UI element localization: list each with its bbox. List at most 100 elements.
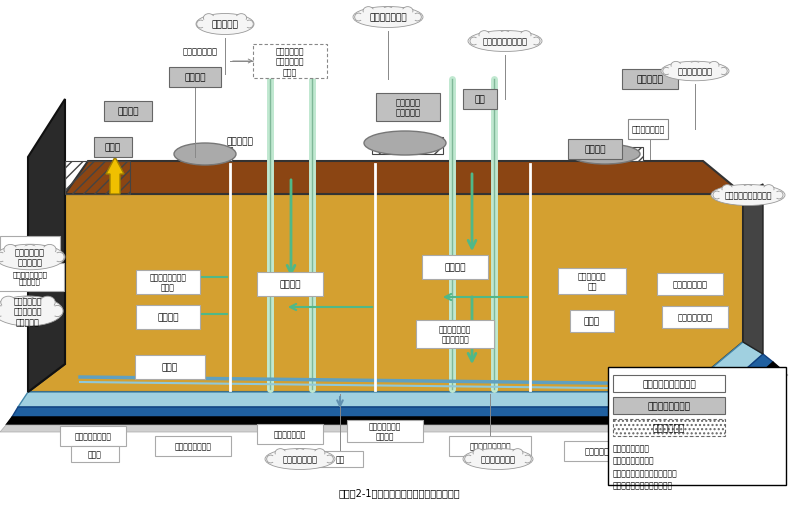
Ellipse shape bbox=[295, 449, 305, 457]
FancyBboxPatch shape bbox=[257, 273, 323, 296]
Ellipse shape bbox=[713, 192, 721, 199]
Polygon shape bbox=[106, 158, 124, 194]
Ellipse shape bbox=[364, 132, 446, 156]
Text: 曝気化: 曝気化 bbox=[584, 317, 600, 326]
Text: 地盤改良工
（載荷重）: 地盤改良工 （載荷重） bbox=[396, 98, 420, 118]
FancyBboxPatch shape bbox=[628, 120, 668, 140]
Ellipse shape bbox=[363, 8, 374, 16]
Text: ガス（管）: ガス（管） bbox=[212, 21, 238, 29]
Text: 水質郡化（管）: 水質郡化（管） bbox=[678, 313, 713, 322]
FancyBboxPatch shape bbox=[608, 367, 786, 485]
FancyBboxPatch shape bbox=[94, 138, 132, 158]
Ellipse shape bbox=[314, 449, 325, 457]
FancyBboxPatch shape bbox=[416, 320, 494, 348]
Text: ガス（安、管）: ガス（安、管） bbox=[631, 125, 665, 134]
FancyBboxPatch shape bbox=[376, 94, 440, 122]
Ellipse shape bbox=[52, 306, 63, 317]
Text: 図：図2-1　表層利用における生活環境影響: 図：図2-1 表層利用における生活環境影響 bbox=[338, 487, 459, 497]
Ellipse shape bbox=[671, 62, 681, 70]
Polygon shape bbox=[65, 162, 743, 194]
Text: 埋立物・設備等の名称: 埋立物・設備等の名称 bbox=[642, 379, 696, 388]
Text: 保有水等集排水
収納調整措置: 保有水等集排水 収納調整措置 bbox=[439, 325, 471, 344]
Ellipse shape bbox=[663, 68, 670, 75]
Ellipse shape bbox=[470, 38, 478, 46]
FancyBboxPatch shape bbox=[155, 436, 231, 456]
Text: 覆土仮置き: 覆土仮置き bbox=[637, 75, 663, 84]
Text: ガス郡化（管）: ガス郡化（管） bbox=[673, 280, 707, 289]
Ellipse shape bbox=[468, 31, 542, 53]
Text: 矯化上昇: 矯化上昇 bbox=[157, 313, 179, 322]
Ellipse shape bbox=[763, 185, 774, 193]
Text: 水質汚濁（管）: 水質汚濁（管） bbox=[480, 454, 515, 464]
FancyBboxPatch shape bbox=[564, 441, 636, 461]
Text: 安：安定型埋立地
管：管理型埋立地、
　　管理型混入安定型埋立地、
　　特管物混入管理型埋立地: 安：安定型埋立地 管：管理型埋立地、 管理型混入安定型埋立地、 特管物混入管理型… bbox=[613, 443, 678, 489]
Ellipse shape bbox=[718, 186, 778, 205]
Text: 固廃物: 固廃物 bbox=[162, 363, 178, 372]
Text: 流量格倚測量装: 流量格倚測量装 bbox=[274, 430, 306, 439]
FancyBboxPatch shape bbox=[169, 68, 221, 88]
Ellipse shape bbox=[570, 145, 640, 165]
Ellipse shape bbox=[775, 192, 783, 199]
FancyBboxPatch shape bbox=[449, 436, 531, 456]
Ellipse shape bbox=[353, 8, 423, 28]
Text: ガス抜き設備: ガス抜き設備 bbox=[585, 446, 615, 456]
Ellipse shape bbox=[690, 62, 700, 70]
Ellipse shape bbox=[272, 450, 328, 468]
Ellipse shape bbox=[493, 449, 503, 457]
Polygon shape bbox=[743, 185, 763, 355]
Ellipse shape bbox=[23, 245, 37, 255]
Ellipse shape bbox=[479, 32, 490, 40]
Ellipse shape bbox=[520, 32, 531, 40]
Ellipse shape bbox=[469, 450, 527, 468]
Ellipse shape bbox=[465, 455, 472, 463]
Text: 水質汚濁（管）: 水質汚濁（管） bbox=[369, 14, 407, 22]
Ellipse shape bbox=[0, 252, 6, 262]
Ellipse shape bbox=[267, 455, 275, 463]
Ellipse shape bbox=[722, 185, 733, 193]
FancyBboxPatch shape bbox=[136, 306, 200, 329]
Text: 基礎工: 基礎工 bbox=[105, 143, 121, 152]
Text: 土壌汚染（安、管）: 土壌汚染（安、管） bbox=[483, 37, 527, 46]
FancyBboxPatch shape bbox=[317, 451, 363, 467]
Text: 放流水: 放流水 bbox=[88, 449, 102, 459]
Text: 保有水等の流
出（放流水）
（安、管）: 保有水等の流 出（放流水） （安、管） bbox=[14, 296, 42, 326]
Text: 水質汚濁（管）: 水質汚濁（管） bbox=[283, 454, 317, 464]
Text: 最終覆土: 最終覆土 bbox=[584, 145, 606, 154]
Text: 臭気・浸出（安、管）: 臭気・浸出（安、管） bbox=[724, 191, 772, 200]
Ellipse shape bbox=[355, 14, 363, 22]
Text: 廃棄物に接触
した覆土の外
部搬出: 廃棄物に接触 した覆土の外 部搬出 bbox=[276, 47, 304, 77]
Polygon shape bbox=[18, 342, 763, 407]
Ellipse shape bbox=[265, 448, 335, 470]
Polygon shape bbox=[12, 355, 773, 417]
FancyBboxPatch shape bbox=[347, 420, 423, 442]
Ellipse shape bbox=[743, 185, 753, 193]
FancyBboxPatch shape bbox=[257, 424, 323, 444]
Ellipse shape bbox=[711, 185, 785, 206]
Text: 廃棄物の流出
（安、管）: 廃棄物の流出 （安、管） bbox=[15, 248, 45, 267]
Polygon shape bbox=[28, 194, 743, 392]
Text: 資量増殖: 資量増殖 bbox=[444, 263, 466, 272]
Ellipse shape bbox=[499, 32, 511, 40]
Polygon shape bbox=[372, 138, 443, 155]
Polygon shape bbox=[180, 147, 232, 162]
Polygon shape bbox=[6, 362, 781, 425]
FancyBboxPatch shape bbox=[613, 419, 725, 436]
Ellipse shape bbox=[475, 33, 535, 51]
Ellipse shape bbox=[402, 8, 413, 16]
Ellipse shape bbox=[463, 448, 533, 470]
FancyBboxPatch shape bbox=[104, 102, 152, 122]
Ellipse shape bbox=[201, 16, 248, 34]
Ellipse shape bbox=[43, 245, 56, 255]
Text: 廃棄物等流出防止
措置等: 廃棄物等流出防止 措置等 bbox=[149, 273, 186, 292]
FancyBboxPatch shape bbox=[71, 446, 119, 462]
FancyBboxPatch shape bbox=[613, 375, 725, 392]
FancyBboxPatch shape bbox=[0, 264, 64, 291]
Ellipse shape bbox=[360, 9, 417, 27]
Ellipse shape bbox=[523, 455, 531, 463]
Ellipse shape bbox=[196, 15, 254, 35]
FancyBboxPatch shape bbox=[558, 269, 626, 294]
Text: 爆燃等流出防止設備: 爆燃等流出防止設備 bbox=[10, 244, 50, 251]
Text: 覆土搬削: 覆土搬削 bbox=[185, 73, 206, 82]
Text: 資量増殖: 資量増殖 bbox=[279, 280, 300, 289]
Ellipse shape bbox=[661, 62, 729, 82]
